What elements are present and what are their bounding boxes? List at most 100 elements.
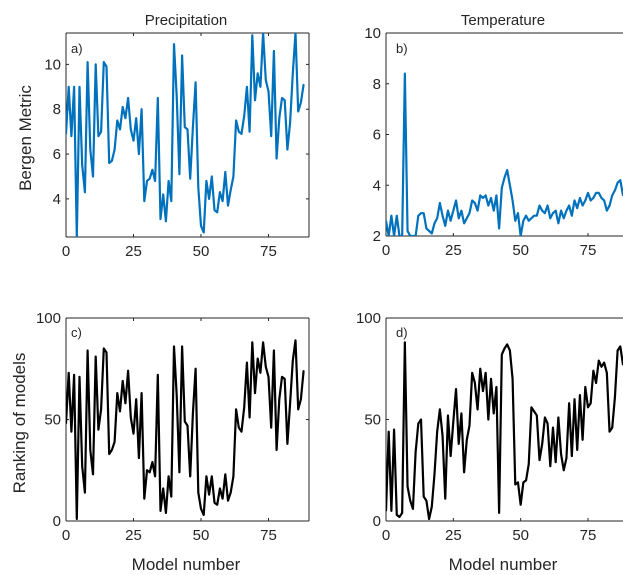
panel-a-data-point	[78, 86, 81, 88]
panel-b-data-point	[616, 181, 619, 184]
panel-a-data-point	[229, 189, 232, 191]
panel-b-title: Temperature	[461, 12, 545, 29]
panel-d-data-point	[595, 382, 597, 384]
panel-c-data-point	[246, 361, 248, 364]
panel-c-series-line	[66, 339, 305, 521]
panel-a-data-point	[259, 86, 262, 88]
panel-a-data-point	[116, 119, 119, 122]
panel-a-data-point	[275, 157, 278, 160]
panel-c-data-point	[70, 430, 73, 433]
panel-d-data-point	[436, 430, 438, 433]
panel-b-data-point	[544, 212, 546, 214]
panel-b-data-point	[406, 230, 409, 232]
panel-d-data-point	[468, 424, 471, 427]
panel-c-data-point	[132, 432, 135, 435]
panel-b-data-point	[492, 209, 495, 212]
panel-a-ytick-label: 8	[53, 101, 61, 118]
panel-c-data-point	[181, 345, 183, 348]
panel-d-data-point	[584, 386, 587, 388]
panel-a-data-point	[227, 204, 229, 207]
panel-d-ytick-label: 0	[373, 513, 381, 530]
panel-c-data-point	[194, 367, 197, 370]
panel-a-data-point	[66, 133, 67, 135]
panel-c-data-point	[200, 508, 202, 510]
panel-b-data-point	[573, 199, 576, 202]
panel-c-data-point	[221, 497, 224, 500]
panel-c-data-point	[178, 471, 181, 474]
panel-c-data-point	[267, 376, 270, 378]
panel-c-data-point	[259, 372, 262, 374]
panel-c-data-point	[165, 512, 167, 514]
panel-b-data-point	[546, 204, 549, 207]
panel-b-data-point	[436, 217, 438, 220]
panel-a-data-point	[267, 90, 270, 93]
panel-a-data-point	[94, 63, 97, 66]
panel-a-data-point	[246, 86, 248, 88]
panel-c-data-point	[86, 349, 89, 352]
panel-a-data-point	[202, 231, 205, 234]
panel-b-data-point	[398, 235, 401, 236]
panel-d-data-point	[581, 439, 584, 441]
panel-d-data-point	[619, 345, 622, 348]
panel-a-data-point	[175, 94, 178, 97]
panel-b-data-point	[565, 209, 568, 212]
panel-b-ytick-label: 4	[373, 177, 381, 194]
panel-d-data-point	[476, 408, 479, 411]
panel-a-ytick-label: 6	[53, 146, 61, 163]
panel-d-data-point	[398, 516, 401, 518]
panel-c-data-point	[278, 398, 281, 401]
panel-d-data-point	[573, 398, 576, 401]
panel-d-data-point	[608, 430, 611, 433]
panel-d-data-point	[571, 455, 573, 457]
panel-b-data-point	[414, 235, 417, 236]
panel-d-data-point	[503, 347, 506, 350]
panel-d-data-point	[449, 455, 452, 457]
panel-a-data-point	[105, 65, 108, 68]
panel-a-data-point	[297, 110, 300, 113]
panel-a-data-point	[170, 200, 173, 202]
panel-b-data-point	[409, 235, 412, 236]
panel-c-data-point	[208, 493, 210, 496]
panel-a-data-point	[157, 97, 159, 99]
panel-d-data-point	[509, 349, 511, 352]
panel-c-data-point	[211, 475, 213, 478]
panel-b-data-point	[495, 194, 498, 197]
panel-d-data-point	[568, 402, 570, 405]
panel-b-data-point	[592, 197, 595, 199]
panel-b-data-point	[430, 232, 433, 235]
panel-c-marks: 0 25 50 75 0 50 100	[36, 310, 310, 544]
panel-b-ytick-label: 10	[364, 25, 381, 42]
panel-d-data-point	[565, 457, 568, 459]
panel-c-data-point	[302, 369, 305, 372]
panel-a-data-point	[243, 115, 245, 117]
panel-d-data-point	[560, 453, 562, 455]
panel-b-xtick-label: 0	[382, 242, 390, 259]
panel-c-data-point	[89, 449, 92, 451]
panel-b-data-point	[501, 186, 503, 189]
panel-b-data-point	[487, 204, 490, 207]
panel-d-data-point	[536, 414, 538, 417]
panel-c-data-point	[143, 497, 146, 500]
panel-a-data-point	[265, 79, 267, 81]
panel-b-data-point	[584, 199, 587, 202]
panel-d-data-point	[455, 388, 457, 390]
panel-d-data-point	[552, 426, 554, 429]
panel-a-data-point	[124, 117, 127, 119]
panel-d-data-point	[511, 378, 514, 380]
panel-b-data-point	[395, 214, 398, 217]
panel-b-data-point	[519, 235, 522, 236]
panel-a-data-point	[273, 50, 275, 52]
panel-b-data-point	[498, 227, 500, 230]
panel-b-xtick-label: 50	[512, 242, 529, 259]
panel-a-data-point	[178, 173, 181, 176]
panel-d-data-point	[549, 465, 552, 467]
panel-b-data-point	[482, 197, 484, 199]
panel-b-data-point	[541, 209, 544, 212]
panel-d-data-point	[579, 394, 581, 396]
panel-d-data-point	[576, 449, 579, 451]
panel-c-xlabel: Model number	[132, 555, 241, 574]
panel-a-ytick-label: 4	[53, 191, 61, 208]
panel-b-data-point	[452, 209, 455, 212]
panel-a-data-point	[127, 97, 129, 99]
panel-d-data-point	[538, 459, 541, 461]
